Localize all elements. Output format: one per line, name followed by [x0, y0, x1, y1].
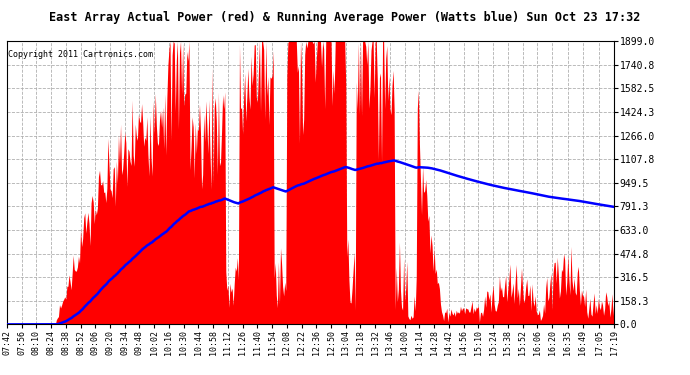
Text: Copyright 2011 Cartronics.com: Copyright 2011 Cartronics.com	[8, 50, 152, 59]
Text: East Array Actual Power (red) & Running Average Power (Watts blue) Sun Oct 23 17: East Array Actual Power (red) & Running …	[49, 11, 641, 24]
